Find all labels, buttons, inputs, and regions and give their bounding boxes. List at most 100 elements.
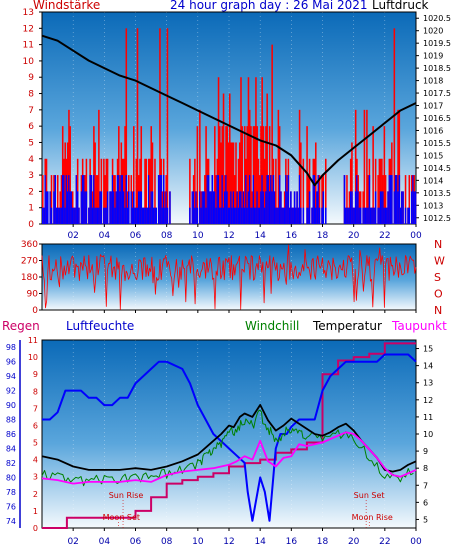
wind-avg-bar [265, 191, 267, 224]
wind-peak-bar [238, 142, 241, 224]
wind-avg-bar [389, 175, 392, 224]
wind-avg-bar [60, 207, 63, 224]
dir-y-tick-label: 360 [21, 240, 38, 250]
wind-avg-bar [253, 207, 256, 224]
wind-avg-bar [210, 191, 212, 224]
wind-avg-bar [131, 207, 134, 224]
wind-avg-bar [283, 207, 286, 224]
rain-y-tick-label: 11 [28, 336, 38, 345]
wind-avg-bar [243, 207, 246, 224]
wind-avg-bar [150, 191, 153, 224]
wind-avg-bar [271, 191, 273, 224]
wind-peak-bar [398, 109, 401, 224]
pressure-y-tick-label: 1012.5 [423, 214, 451, 223]
wind-avg-bar [353, 207, 356, 224]
wind-peak-bar [98, 109, 100, 224]
wind-avg-bar [316, 191, 318, 224]
wind-avg-bar [105, 207, 108, 224]
wind-x-tick-label: 22 [379, 231, 390, 241]
wind-avg-bar [212, 191, 215, 224]
wind-avg-bar [384, 207, 387, 224]
wind-peak-bar [263, 158, 266, 224]
wind-peak-bar [103, 158, 105, 224]
wind-peak-bar [154, 158, 156, 224]
wind-x-tick-label: 08 [161, 231, 173, 241]
wind-peak-bar [404, 175, 407, 224]
wind-peak-bar [258, 175, 261, 224]
wind-avg-bar [374, 191, 377, 224]
wind-avg-bar [194, 207, 196, 224]
wind-axis-title: Windstärke [33, 0, 101, 12]
wind-peak-bar [159, 28, 161, 224]
wind-avg-bar [63, 175, 65, 224]
pressure-y-tick-label: 1019 [423, 52, 443, 61]
wind-avg-bar [293, 191, 296, 224]
wind-avg-bar [321, 207, 323, 224]
temp-x-tick-label: 06 [130, 537, 142, 547]
temp-y-tick-label: 7 [423, 481, 428, 490]
wind-avg-bar [94, 207, 96, 224]
wind-avg-bar [215, 207, 217, 224]
wind-avg-bar [291, 207, 293, 224]
wind-peak-bar [194, 158, 196, 224]
wind-peak-bar [384, 175, 387, 224]
wind-peak-bar [302, 158, 305, 224]
wind-peak-bar [94, 142, 96, 224]
wind-peak-bar [307, 175, 310, 224]
wind-peak-bar [232, 142, 235, 224]
rain-y-tick-label: 5 [33, 439, 38, 448]
wind-avg-bar [317, 175, 320, 224]
wind-peak-bar [64, 142, 66, 224]
wind-avg-bar [347, 207, 349, 224]
wind-avg-bar [126, 207, 129, 224]
wind-peak-bar [66, 142, 69, 224]
rain-y-tick-label: 9 [33, 370, 38, 379]
wind-avg-bar [399, 207, 402, 224]
wind-avg-bar [311, 207, 313, 224]
wind-avg-bar [209, 191, 211, 224]
wind-avg-bar [238, 191, 241, 224]
wind-peak-bar [42, 175, 44, 224]
wind-avg-bar [75, 175, 78, 224]
wind-avg-bar [43, 207, 45, 224]
wind-peak-bar [255, 77, 257, 224]
temp-y-tick-label: 12 [423, 396, 433, 405]
wind-avg-bar [261, 175, 263, 224]
temp-x-tick-label: 16 [286, 537, 298, 547]
wind-peak-bar [346, 175, 348, 224]
wind-peak-bar [248, 109, 251, 224]
wind-avg-bar [207, 175, 210, 224]
wind-y-tick-label: 0 [28, 220, 34, 230]
legend-humidity: Luftfeuchte [66, 319, 135, 333]
wind-avg-bar [169, 191, 171, 224]
wind-avg-bar [136, 207, 139, 224]
wind-avg-bar [313, 175, 316, 224]
wind-avg-bar [276, 207, 278, 224]
rain-y-tick-label: 3 [33, 473, 38, 482]
wind-avg-bar [200, 207, 202, 224]
wind-peak-bar [135, 158, 138, 224]
wind-avg-bar [166, 207, 169, 224]
wind-peak-bar [268, 126, 271, 224]
wind-avg-bar [119, 191, 121, 224]
wind-avg-bar [121, 175, 124, 224]
humidity-y-tick-label: 94 [6, 372, 16, 381]
wind-avg-bar [144, 207, 146, 224]
wind-avg-bar [151, 191, 154, 224]
dir-y-tick-label: 0 [32, 306, 38, 316]
wind-avg-bar [290, 191, 292, 224]
wind-y-tick-label: 6 [28, 122, 34, 132]
wind-avg-bar [109, 191, 111, 224]
temp-x-tick-label: 14 [254, 537, 266, 547]
wind-avg-bar [357, 191, 359, 224]
wind-avg-bar [146, 207, 149, 224]
wind-peak-bar [166, 28, 169, 224]
wind-avg-bar [123, 191, 125, 224]
wind-peak-bar [277, 109, 280, 224]
humidity-y-tick-label: 84 [6, 444, 16, 453]
wind-avg-bar [349, 191, 352, 224]
wind-peak-bar [214, 126, 216, 224]
wind-avg-bar [256, 191, 258, 224]
wind-peak-bar [227, 142, 230, 224]
wind-peak-bar [196, 126, 199, 224]
